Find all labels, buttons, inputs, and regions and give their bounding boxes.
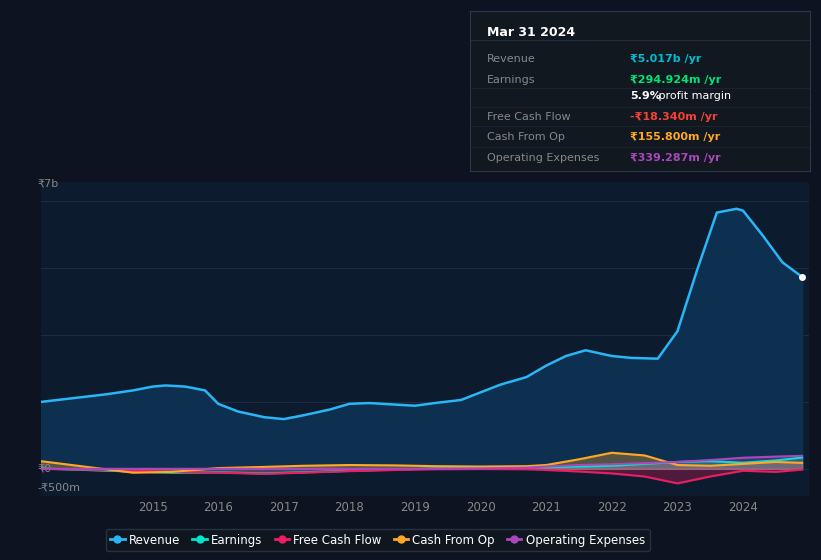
Legend: Revenue, Earnings, Free Cash Flow, Cash From Op, Operating Expenses: Revenue, Earnings, Free Cash Flow, Cash … [106,529,649,551]
Text: ₹339.287m /yr: ₹339.287m /yr [630,153,720,163]
Text: Earnings: Earnings [487,75,535,85]
Text: Revenue: Revenue [487,54,535,64]
Text: -₹18.340m /yr: -₹18.340m /yr [630,111,718,122]
Text: -₹500m: -₹500m [37,483,80,493]
Text: ₹294.924m /yr: ₹294.924m /yr [630,75,721,85]
Text: ₹7b: ₹7b [37,179,58,189]
Text: ₹0: ₹0 [37,464,52,474]
Text: Free Cash Flow: Free Cash Flow [487,111,571,122]
Text: ₹155.800m /yr: ₹155.800m /yr [630,132,720,142]
Text: 5.9%: 5.9% [630,91,661,101]
Text: Operating Expenses: Operating Expenses [487,153,599,163]
Text: Mar 31 2024: Mar 31 2024 [487,26,575,39]
Text: profit margin: profit margin [655,91,732,101]
Text: Cash From Op: Cash From Op [487,132,565,142]
Text: ₹5.017b /yr: ₹5.017b /yr [630,54,701,64]
